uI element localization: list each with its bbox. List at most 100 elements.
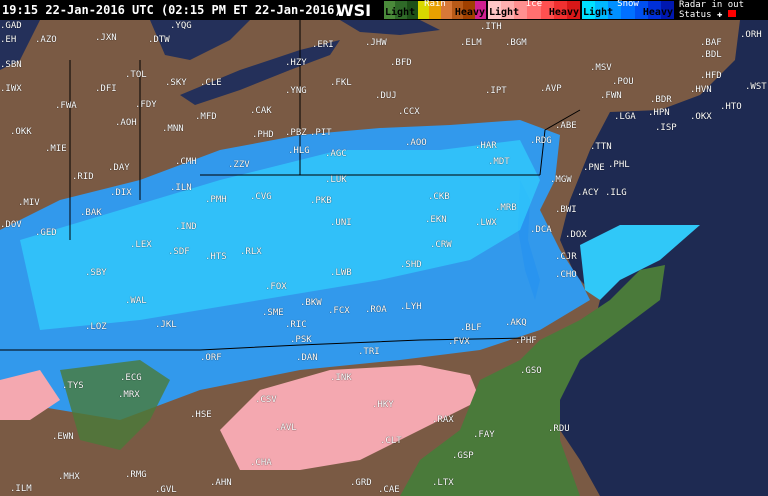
- legend-heavy-label: Heavy: [454, 7, 485, 18]
- city-label: .AVP: [540, 84, 562, 94]
- city-label: .RAX: [432, 415, 454, 425]
- city-label: .MNN: [162, 124, 184, 134]
- city-label: .CCX: [398, 107, 420, 117]
- city-label: .EKN: [425, 215, 447, 225]
- city-label: .JXN: [95, 33, 117, 43]
- city-label: .DAN: [296, 353, 318, 363]
- city-label: .ROA: [365, 305, 387, 315]
- city-label: .BAK: [80, 208, 102, 218]
- city-label: .HPN: [648, 108, 670, 118]
- legend-swatch: [514, 1, 528, 19]
- city-label: .FOX: [265, 282, 287, 292]
- city-label: .PNE: [583, 163, 605, 173]
- city-label: .GRD: [350, 478, 372, 488]
- city-label: .MHX: [58, 472, 80, 482]
- city-label: .ITH: [480, 22, 502, 32]
- city-label: .CAK: [250, 106, 272, 116]
- city-label: .MSV: [590, 63, 612, 73]
- city-label: .LYH: [400, 302, 422, 312]
- legend-swatch: [540, 1, 554, 19]
- city-label: .ORF: [200, 353, 222, 363]
- legend-light-label: Light: [583, 7, 614, 18]
- legend-heavy-label: Heavy: [548, 7, 579, 18]
- city-label: .OKX: [690, 112, 712, 122]
- city-label: .DAY: [108, 163, 130, 173]
- city-label: .HTO: [720, 102, 742, 112]
- legend-swatch: [621, 1, 635, 19]
- city-label: .LUK: [325, 175, 347, 185]
- legend-swatch: [527, 1, 541, 19]
- snow-radar-light: [20, 140, 540, 330]
- city-label: .OKK: [10, 127, 32, 137]
- city-label: .DOV: [0, 220, 22, 230]
- city-label: .POU: [612, 77, 634, 87]
- city-label: .MIV: [18, 198, 40, 208]
- city-label: .HFD: [700, 71, 722, 81]
- city-label: .CRW: [430, 240, 452, 250]
- city-label: .ILM: [10, 484, 32, 494]
- city-label: .SHD: [400, 260, 422, 270]
- city-label: .ACY: [577, 188, 599, 198]
- city-label: .WAL: [125, 296, 147, 306]
- city-label: .IWX: [0, 84, 22, 94]
- legend-rain: Rain Light Heavy: [384, 0, 486, 19]
- city-label: .FDY: [135, 100, 157, 110]
- city-label: .TRI: [358, 347, 380, 357]
- city-label: .AOO: [405, 138, 427, 148]
- legend-swatch: [582, 1, 596, 19]
- city-label: .HAR: [475, 141, 497, 151]
- city-label: .HKY: [372, 400, 394, 410]
- radar-status-label: Status: [679, 9, 712, 20]
- city-label: .CMH: [175, 157, 197, 167]
- city-label: .RMG: [125, 470, 147, 480]
- city-label: .TOL: [125, 70, 147, 80]
- city-label: .FAY: [473, 430, 495, 440]
- legend-swatch: [406, 1, 418, 19]
- city-label: .MRX: [118, 390, 140, 400]
- city-label: .RDU: [548, 424, 570, 434]
- city-label: .LGA: [614, 112, 636, 122]
- lake-michigan: [0, 20, 40, 70]
- header-bar: 19:15 22-Jan-2016 UTC (02:15 PM ET 22-Ja…: [0, 0, 768, 20]
- legend-swatch: [488, 1, 502, 19]
- city-label: .IPT: [485, 86, 507, 96]
- city-label: .ORH: [740, 30, 762, 40]
- city-label: .TYS: [62, 381, 84, 391]
- city-label: .GVL: [155, 485, 177, 495]
- legend-title-label: Snow: [617, 0, 639, 9]
- city-label: .RLX: [240, 247, 262, 257]
- city-label: .DOX: [565, 230, 587, 240]
- precip-legend: Rain Light Heavy Ice Light Heavy Snow Light Heav…: [384, 0, 676, 19]
- city-label: .YQG: [170, 21, 192, 31]
- city-label: .BDL: [700, 50, 722, 60]
- city-label: .FWN: [600, 91, 622, 101]
- legend-swatch: [501, 1, 515, 19]
- city-label: .SDF: [168, 247, 190, 257]
- city-label: .MDT: [488, 157, 510, 167]
- city-label: .LTX: [432, 478, 454, 488]
- legend-swatch: [553, 1, 567, 19]
- legend-title-label: Ice: [525, 0, 543, 9]
- ice-radar-west: [0, 370, 60, 420]
- city-label: .BLF: [460, 323, 482, 333]
- city-label: .AKQ: [505, 318, 527, 328]
- legend-heavy-label: Heavy: [642, 7, 673, 18]
- city-label: .PHL: [608, 160, 630, 170]
- legend-swatch: [417, 1, 430, 19]
- city-label: .HSE: [190, 410, 212, 420]
- legend-swatch: [474, 1, 486, 19]
- snow-radar-coast: [580, 225, 700, 300]
- city-label: .SKY: [165, 78, 187, 88]
- legend-swatch: [451, 1, 464, 19]
- city-label: .SBN: [0, 60, 22, 70]
- city-label: .PKB: [310, 196, 332, 206]
- city-label: .AZO: [35, 35, 57, 45]
- legend-swatch: [395, 1, 407, 19]
- city-label: .ERI: [312, 40, 334, 50]
- city-label: .GAD: [0, 21, 22, 31]
- city-label: .RDG: [530, 136, 552, 146]
- city-label: .DIX: [110, 188, 132, 198]
- legend-snow: Snow Light Heavy: [582, 0, 674, 19]
- lake-huron: [150, 20, 250, 60]
- city-label: .CAE: [378, 485, 400, 495]
